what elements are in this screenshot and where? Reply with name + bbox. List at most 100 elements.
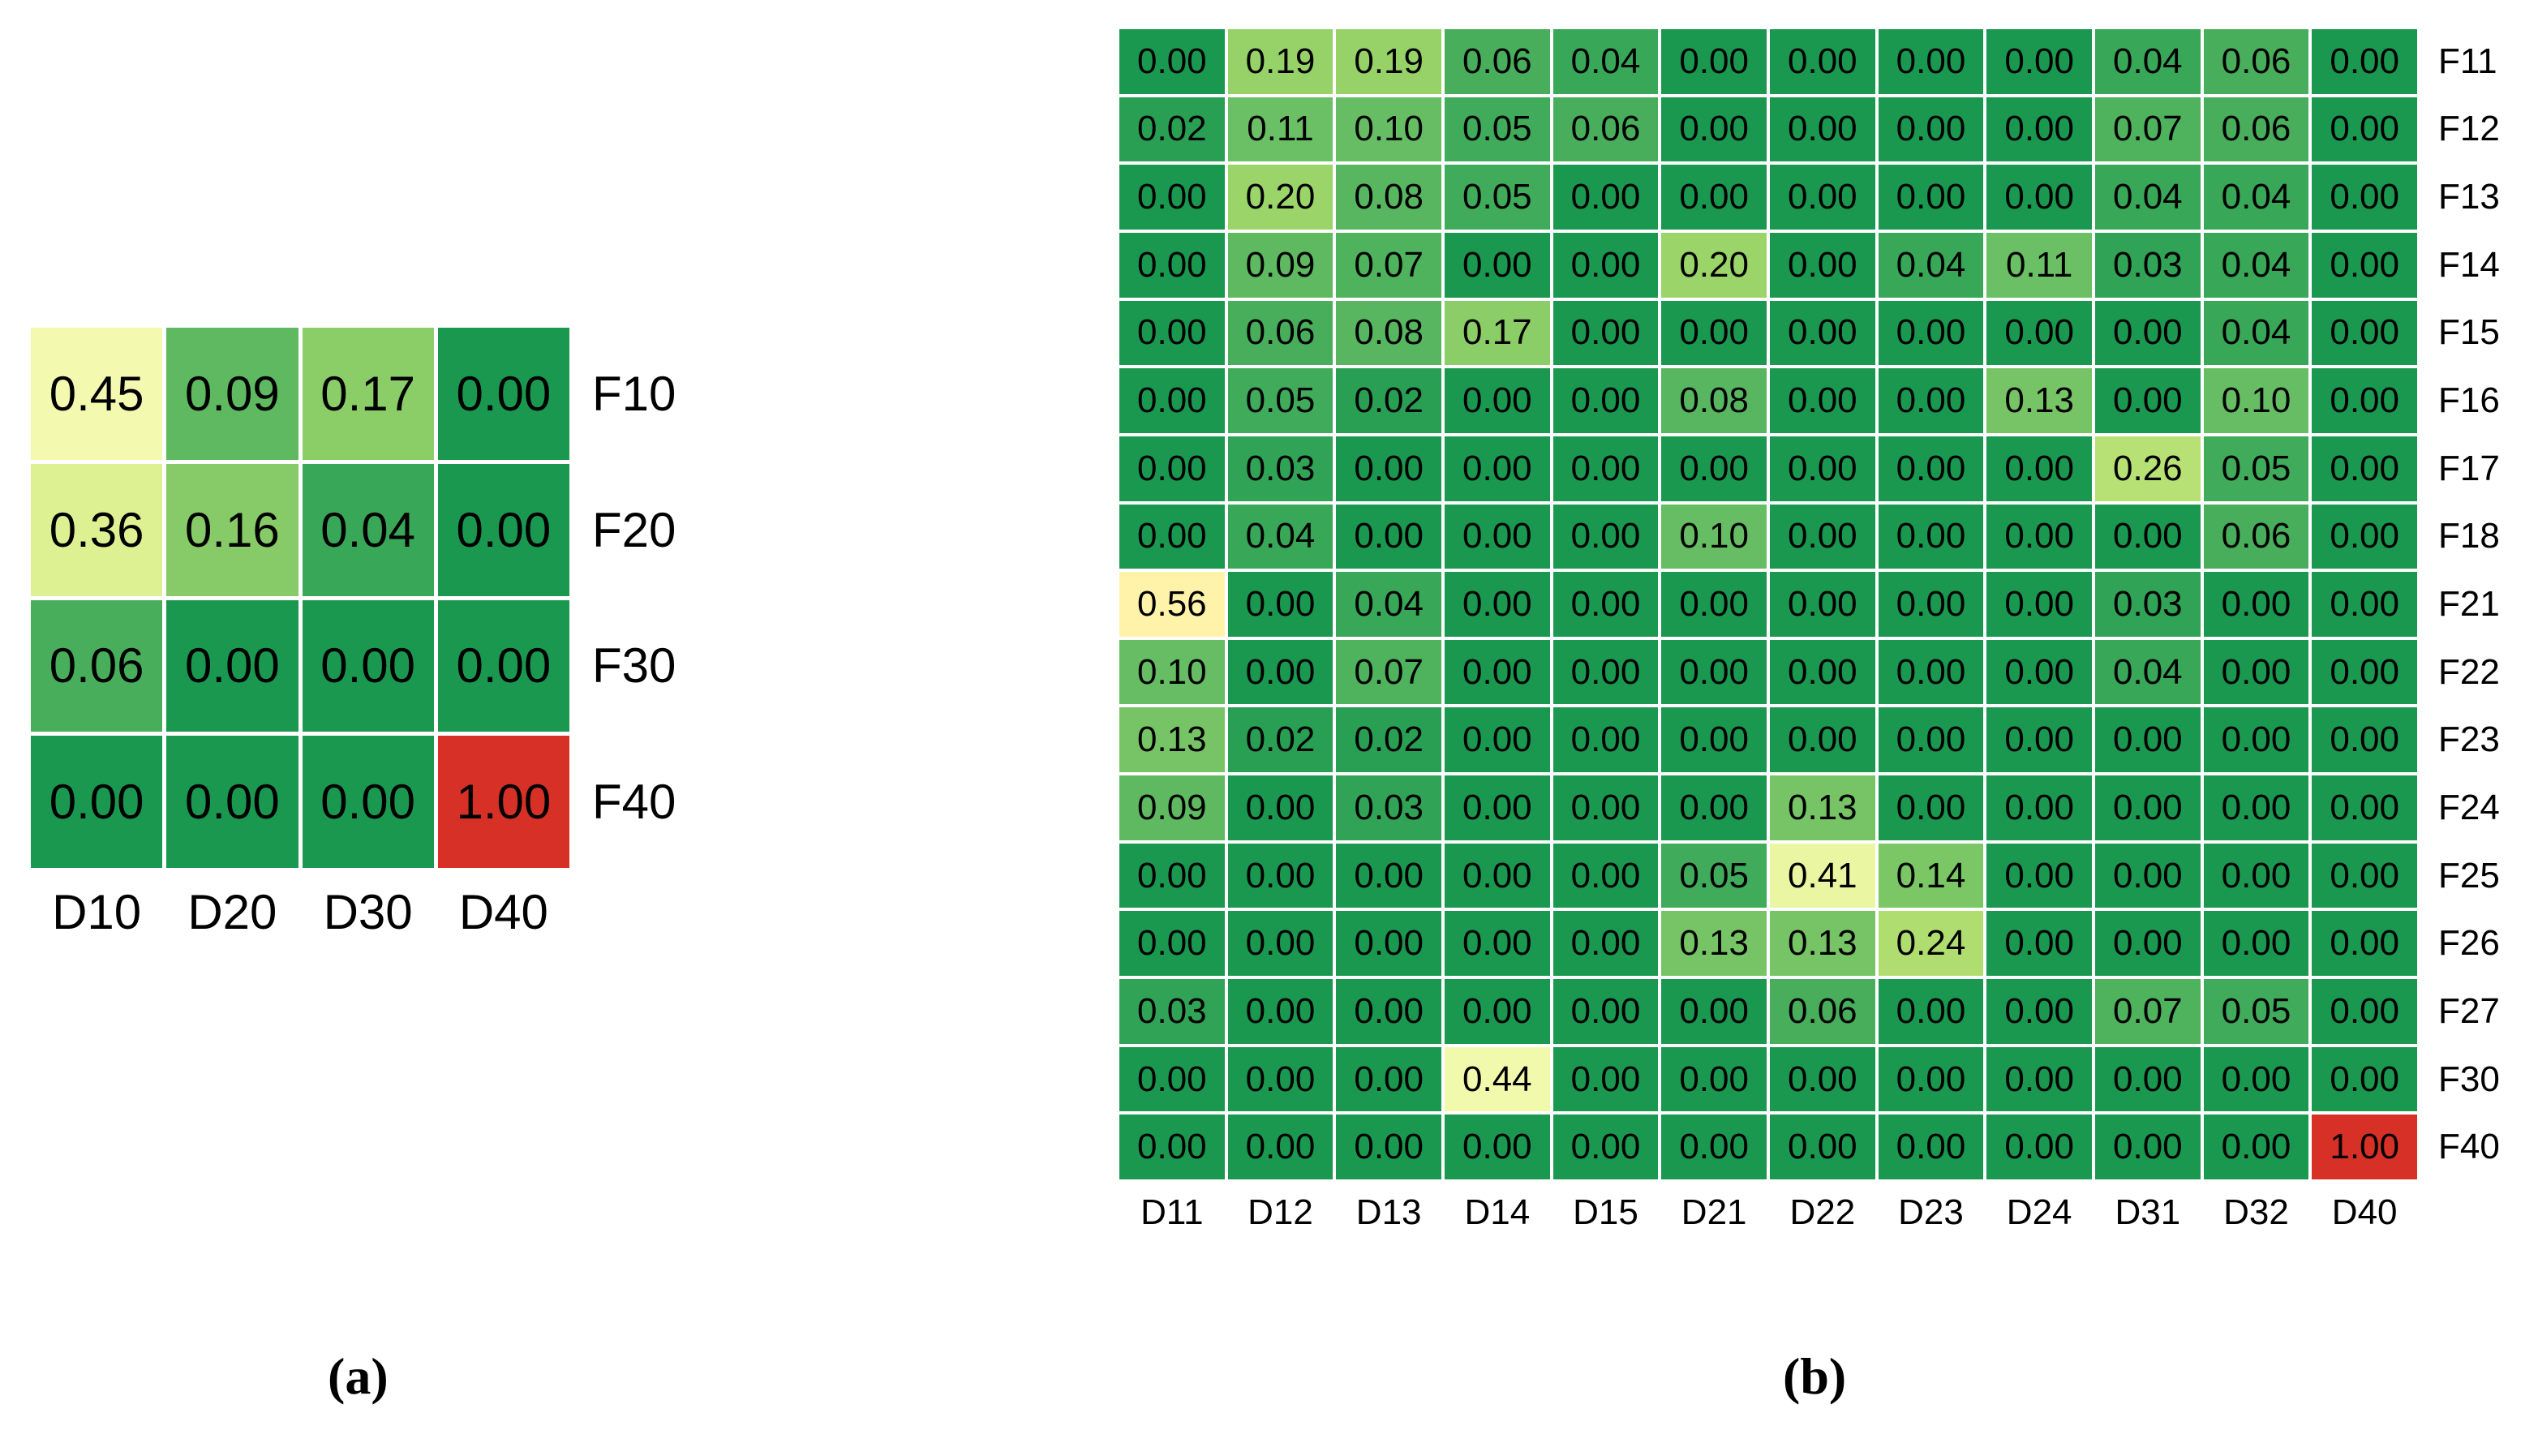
heatmap-cell: 0.10 xyxy=(1661,504,1767,569)
heatmap-cell: 0.00 xyxy=(2312,979,2417,1044)
heatmap-cell: 0.10 xyxy=(1336,97,1441,162)
heatmap-cell: 0.00 xyxy=(2095,368,2201,433)
heatmap-cell: 0.00 xyxy=(2312,707,2417,773)
row-label: F11 xyxy=(2438,41,2497,81)
row-label: F21 xyxy=(2438,583,2500,624)
heatmap-cell: 0.00 xyxy=(2095,1046,2201,1112)
heatmap-cell: 0.00 xyxy=(1552,300,1659,366)
heatmap-cell: 0.00 xyxy=(1770,29,1875,94)
heatmap-cell: 0.00 xyxy=(1552,572,1659,637)
heatmap-cell: 0.17 xyxy=(1445,300,1550,366)
heatmap-cell: 0.00 xyxy=(1552,911,1659,977)
heatmap-cell: 1.00 xyxy=(437,736,569,868)
row-label: F24 xyxy=(2438,787,2500,827)
heatmap-cell: 0.05 xyxy=(2203,979,2309,1044)
heatmap-cell: 0.09 xyxy=(1119,775,1225,840)
column-label: D24 xyxy=(2006,1192,2072,1232)
heatmap-cell: 0.00 xyxy=(2312,843,2417,908)
row-label: F13 xyxy=(2438,177,2500,217)
heatmap-cell: 0.00 xyxy=(1552,707,1659,773)
heatmap-cell: 0.00 xyxy=(1986,165,2092,230)
row-label: F23 xyxy=(2438,719,2500,760)
heatmap-cell: 0.03 xyxy=(1336,775,1441,840)
heatmap-cell: 0.00 xyxy=(2312,775,2417,840)
heatmap-cell: 0.04 xyxy=(2095,639,2201,705)
heatmap-cell: 0.00 xyxy=(1119,843,1225,908)
heatmap-cell: 0.00 xyxy=(1445,572,1550,637)
heatmap-cell: 0.13 xyxy=(1661,911,1767,977)
column-label: D10 xyxy=(52,885,142,939)
heatmap-cell: 0.00 xyxy=(166,599,298,732)
row-label: F16 xyxy=(2438,380,2500,421)
column-label: D20 xyxy=(187,885,277,939)
heatmap-cell: 0.00 xyxy=(1227,843,1333,908)
heatmap-cell: 0.00 xyxy=(1986,300,2092,366)
heatmap-cell: 0.02 xyxy=(1336,707,1441,773)
heatmap-cell: 0.00 xyxy=(1986,572,2092,637)
heatmap-cell: 0.00 xyxy=(2312,29,2417,94)
heatmap-cell: 0.00 xyxy=(302,736,434,868)
row-label: F17 xyxy=(2438,448,2500,488)
heatmap-cell: 0.00 xyxy=(1770,165,1875,230)
heatmap-cell: 0.00 xyxy=(1878,368,1984,433)
heatmap-cell: 0.00 xyxy=(1336,1115,1441,1179)
heatmap-cell: 0.00 xyxy=(1119,911,1225,977)
heatmap-cell: 0.00 xyxy=(1552,232,1659,298)
heatmap-cell: 0.00 xyxy=(1661,572,1767,637)
heatmap-cell: 0.00 xyxy=(2312,436,2417,501)
heatmap-cell: 0.05 xyxy=(1445,97,1550,162)
heatmap-cell: 0.09 xyxy=(1227,232,1333,298)
heatmap-cell: 0.00 xyxy=(1552,639,1659,705)
heatmap-cell: 0.00 xyxy=(1661,436,1767,501)
heatmap-cell: 0.00 xyxy=(2312,368,2417,433)
heatmap-cell: 0.00 xyxy=(1227,572,1333,637)
heatmap-cell: 0.00 xyxy=(1770,232,1875,298)
heatmap-cell: 0.00 xyxy=(1986,436,2092,501)
heatmap-cell: 0.07 xyxy=(1336,639,1441,705)
column-label: D31 xyxy=(2115,1192,2181,1232)
heatmap-cell: 0.02 xyxy=(1336,368,1441,433)
heatmap-cell: 0.24 xyxy=(1878,911,1984,977)
column-label: D15 xyxy=(1573,1192,1638,1232)
heatmap-cell: 0.00 xyxy=(1986,911,2092,977)
heatmap-cell: 0.00 xyxy=(2095,1115,2201,1179)
heatmap-cell: 0.00 xyxy=(1336,843,1441,908)
heatmap-cell: 0.00 xyxy=(1445,368,1550,433)
heatmap-cell: 0.00 xyxy=(2312,639,2417,705)
heatmap-cell: 0.04 xyxy=(1227,504,1333,569)
heatmap-cell: 0.00 xyxy=(1986,1115,2092,1179)
heatmap-cell: 0.00 xyxy=(2312,911,2417,977)
heatmap-cell: 0.00 xyxy=(1119,504,1225,569)
heatmap-cell: 0.00 xyxy=(1445,232,1550,298)
heatmap-cell: 0.17 xyxy=(302,328,434,460)
heatmap-cell: 0.00 xyxy=(1552,843,1659,908)
heatmap-cell: 0.00 xyxy=(1770,1046,1875,1112)
heatmap-cell: 0.00 xyxy=(1986,504,2092,569)
row-label: F18 xyxy=(2438,516,2500,556)
column-label: D21 xyxy=(1681,1192,1747,1232)
heatmap-cell: 0.00 xyxy=(1661,707,1767,773)
heatmap-cell: 0.00 xyxy=(2203,1046,2309,1112)
heatmap-grid-b: 0.00 0.19 0.19 0.06 0.04 0.00 0.00 0.00 0.00 0.04… xyxy=(1119,29,2417,1179)
heatmap-cell: 0.00 xyxy=(2312,300,2417,366)
column-label: D32 xyxy=(2223,1192,2289,1232)
row-label: F10 xyxy=(592,366,676,421)
heatmap-cell: 0.04 xyxy=(2095,29,2201,94)
heatmap-cell: 1.00 xyxy=(2312,1115,2417,1179)
heatmap-cell: 0.00 xyxy=(2312,572,2417,637)
heatmap-cell: 0.10 xyxy=(2203,368,2309,433)
heatmap-cell: 0.00 xyxy=(1661,29,1767,94)
heatmap-cell: 0.19 xyxy=(1336,29,1441,94)
heatmap-cell: 0.00 xyxy=(2203,572,2309,637)
heatmap-cell: 0.07 xyxy=(2095,97,2201,162)
heatmap-cell: 0.00 xyxy=(1986,707,2092,773)
row-label: F20 xyxy=(592,502,676,557)
row-label: F25 xyxy=(2438,855,2500,896)
heatmap-cell: 0.00 xyxy=(1119,1046,1225,1112)
heatmap-cell: 0.00 xyxy=(1878,436,1984,501)
heatmap-cell: 0.00 xyxy=(1445,911,1550,977)
heatmap-cell: 0.00 xyxy=(1878,504,1984,569)
heatmap-cell: 0.08 xyxy=(1336,165,1441,230)
heatmap-cell: 0.00 xyxy=(1119,165,1225,230)
row-label: F30 xyxy=(592,638,676,694)
